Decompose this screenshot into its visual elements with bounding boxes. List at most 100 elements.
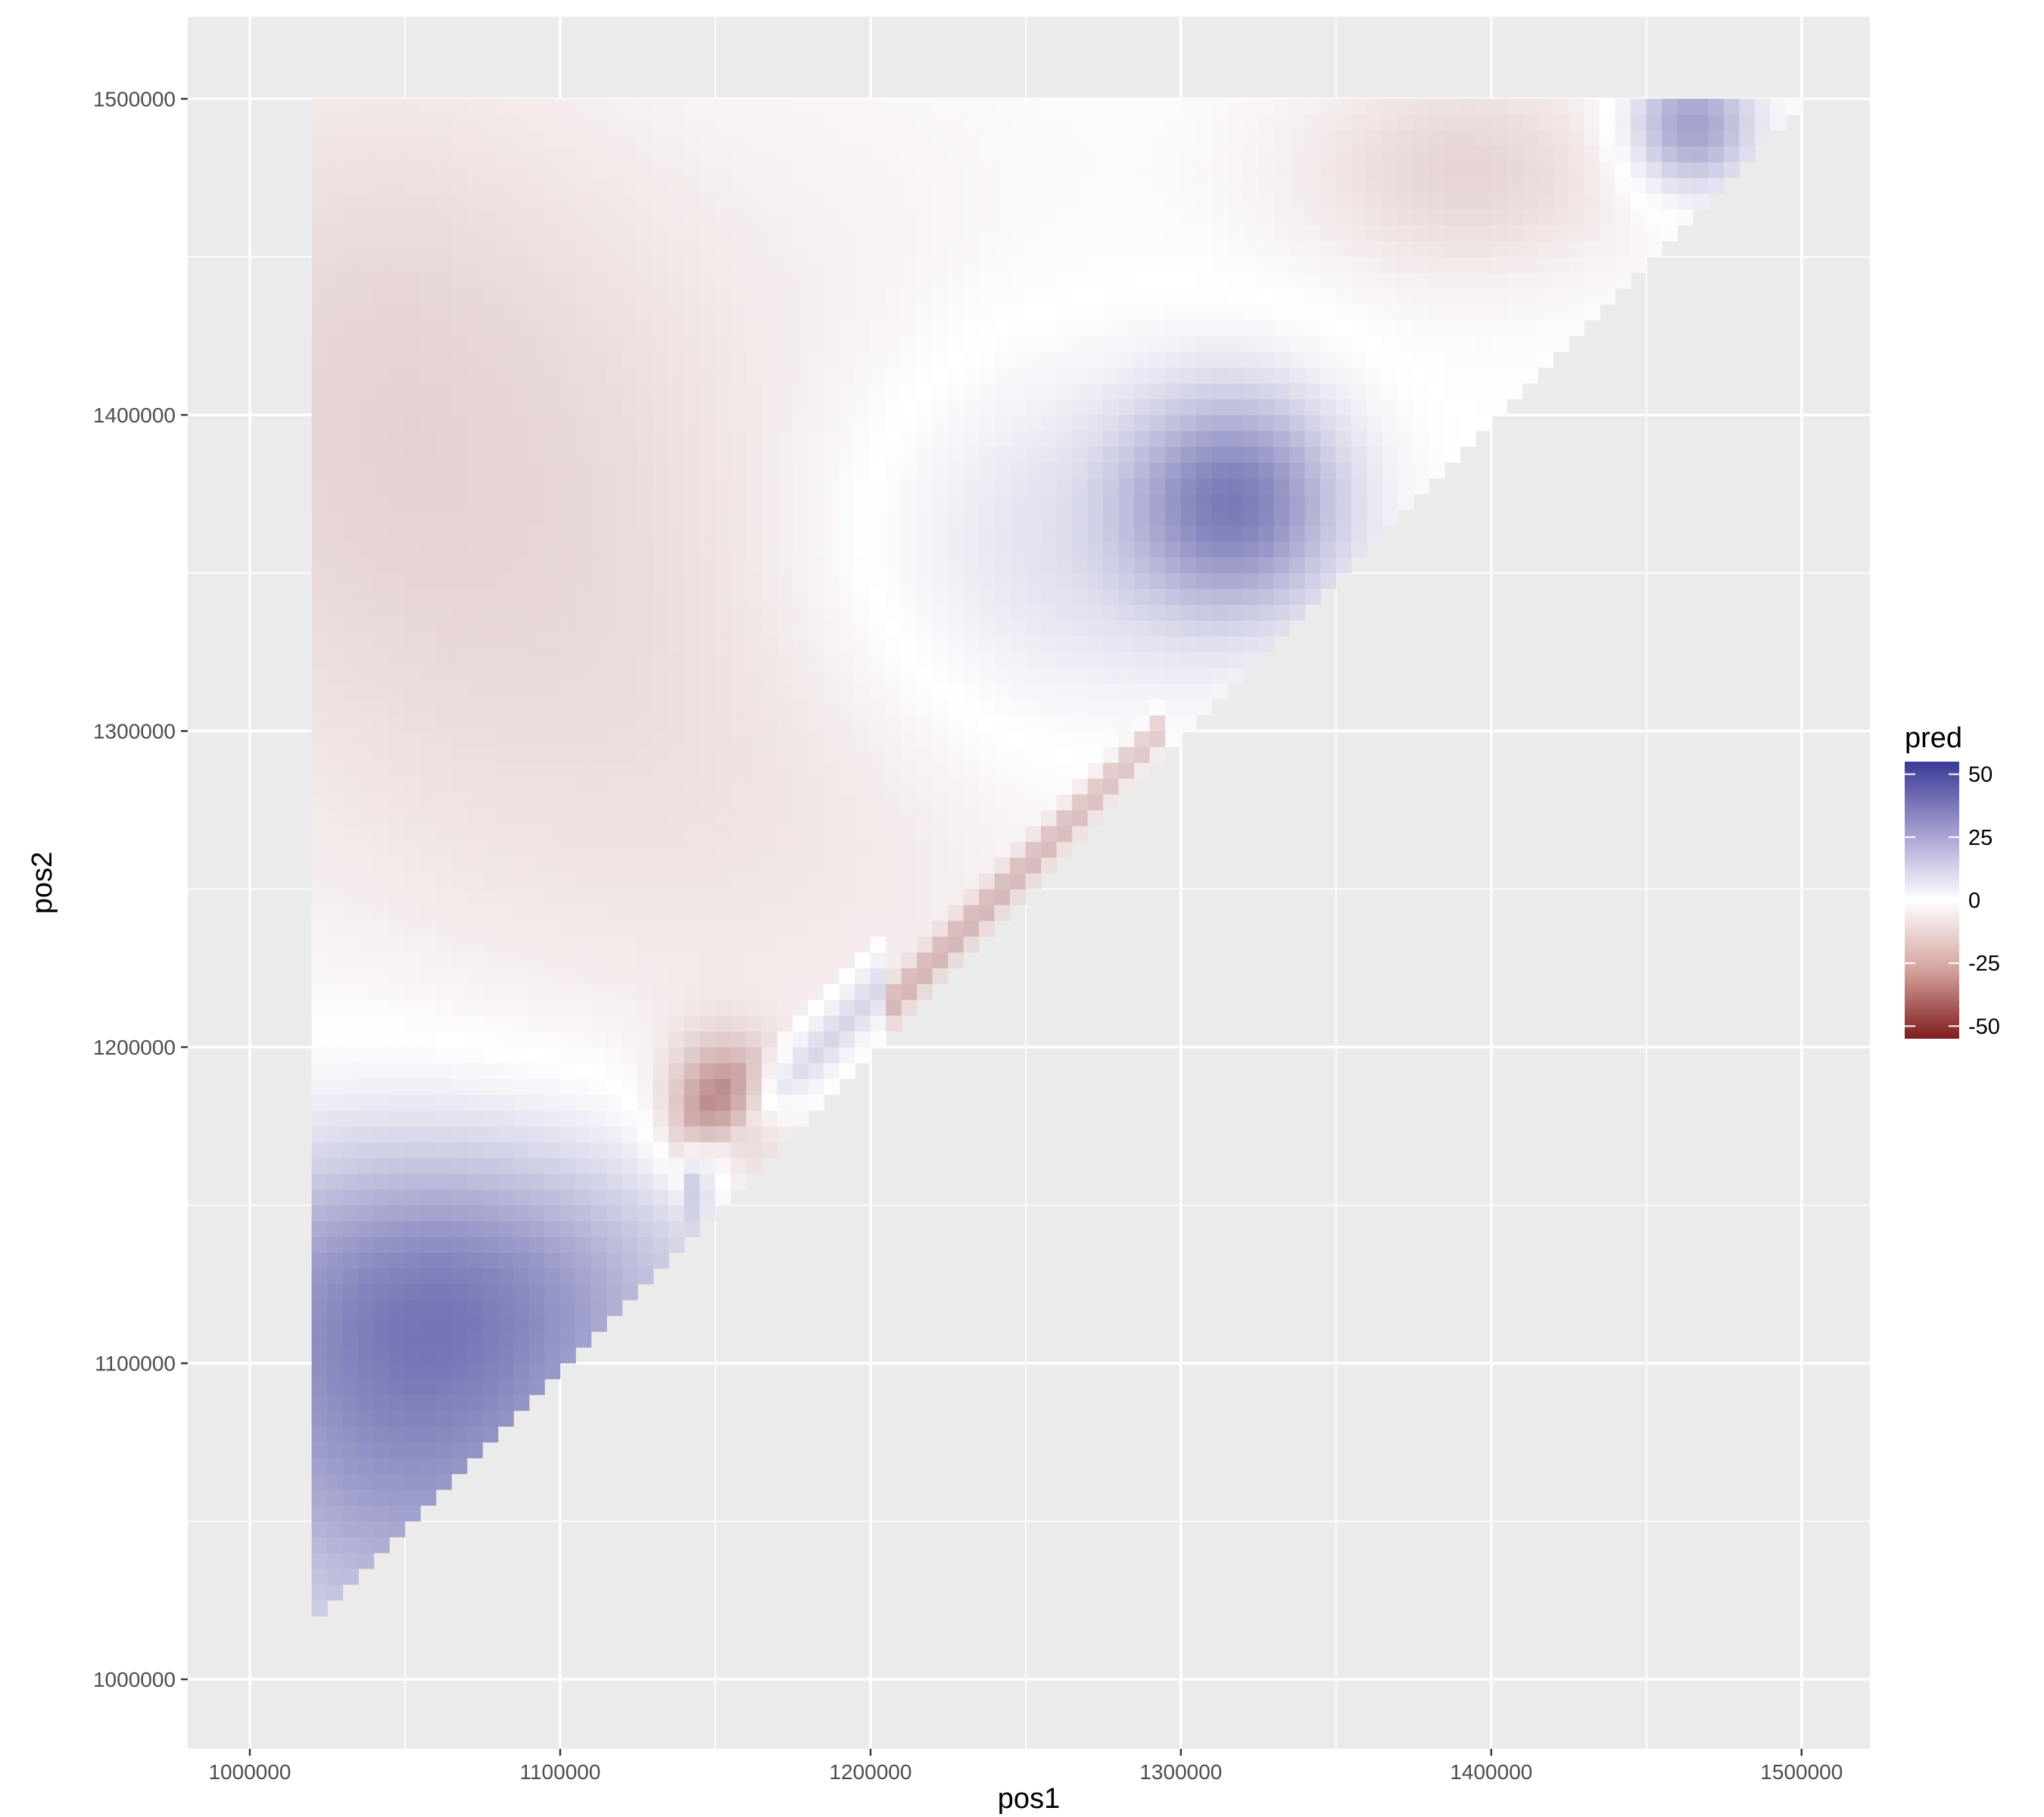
heatmap-cell [684, 1015, 700, 1032]
heatmap-cell [1507, 130, 1523, 147]
heatmap-cell [1056, 683, 1073, 700]
heatmap-cell [1258, 525, 1275, 542]
heatmap-cell [932, 857, 949, 874]
heatmap-cell [1662, 177, 1678, 195]
heatmap-cell [994, 335, 1011, 352]
heatmap-cell [482, 904, 499, 921]
heatmap-cell [1491, 367, 1507, 384]
heatmap-cell [528, 446, 545, 463]
heatmap-cell [435, 904, 452, 921]
heatmap-cell [389, 1252, 406, 1269]
heatmap-cell [839, 367, 855, 384]
heatmap-cell [373, 699, 390, 716]
heatmap-cell [575, 1252, 592, 1269]
heatmap-cell [855, 430, 871, 447]
heatmap-cell [684, 920, 700, 937]
heatmap-cell [653, 130, 669, 147]
heatmap-cell [1475, 288, 1492, 305]
heatmap-cell [544, 1189, 561, 1206]
heatmap-cell [1351, 257, 1368, 273]
heatmap-cell [637, 398, 654, 416]
heatmap-cell [886, 809, 902, 827]
heatmap-cell [1118, 683, 1135, 700]
heatmap-cell [1507, 272, 1523, 289]
heatmap-cell [917, 241, 933, 257]
heatmap-cell [466, 1220, 483, 1237]
heatmap-cell [575, 145, 592, 163]
heatmap-cell [653, 904, 669, 921]
heatmap-cell [404, 1142, 421, 1158]
heatmap-cell [1460, 430, 1476, 447]
heatmap-cell [1118, 746, 1135, 763]
heatmap-cell [855, 225, 871, 242]
heatmap-cell [513, 1252, 530, 1269]
heatmap-cell [497, 1205, 514, 1222]
heatmap-cell [1273, 604, 1290, 621]
heatmap-cell [1429, 319, 1445, 336]
heatmap-cell [606, 857, 623, 874]
heatmap-cell [901, 145, 918, 163]
heatmap-cell [870, 525, 886, 542]
heatmap-cell [311, 983, 328, 1000]
heatmap-cell [327, 825, 344, 843]
heatmap-cell [824, 715, 840, 731]
heatmap-cell [1211, 604, 1228, 621]
heatmap-cell [528, 525, 545, 542]
heatmap-cell [435, 604, 452, 621]
heatmap-cell [746, 241, 762, 257]
heatmap-cell [746, 161, 762, 179]
heatmap-cell [917, 478, 933, 494]
heatmap-cell [622, 778, 638, 795]
heatmap-cell [435, 1299, 452, 1317]
heatmap-cell [886, 857, 902, 874]
heatmap-cell [1413, 177, 1430, 195]
heatmap-cell [1538, 241, 1554, 257]
heatmap-cell [451, 193, 468, 210]
heatmap-cell [1584, 130, 1600, 147]
heatmap-cell [358, 241, 375, 257]
heatmap-cell [513, 1331, 530, 1348]
heatmap-cell [1242, 478, 1259, 494]
heatmap-cell [762, 510, 778, 526]
heatmap-cell [451, 556, 468, 574]
heatmap-cell [389, 793, 406, 811]
heatmap-cell [746, 383, 762, 400]
heatmap-cell [1165, 462, 1182, 478]
heatmap-cell [777, 825, 793, 843]
heatmap-cell [1366, 383, 1383, 400]
heatmap-cell [684, 636, 700, 653]
heatmap-cell [1072, 225, 1089, 242]
heatmap-cell [1335, 541, 1352, 558]
heatmap-cell [528, 398, 545, 416]
heatmap-cell [327, 541, 344, 558]
heatmap-cell [528, 1110, 545, 1127]
heatmap-cell [839, 288, 855, 305]
heatmap-cell [886, 778, 902, 795]
heatmap-cell [451, 1252, 468, 1269]
heatmap-cell [528, 130, 545, 147]
heatmap-cell [1227, 478, 1244, 494]
heatmap-cell [544, 1252, 561, 1269]
heatmap-cell [1134, 257, 1151, 273]
heatmap-cell [839, 177, 855, 195]
heatmap-cell [451, 398, 468, 416]
heatmap-cell [746, 510, 762, 526]
heatmap-cell [824, 873, 840, 890]
heatmap-cell [575, 446, 592, 463]
heatmap-cell [668, 699, 685, 716]
heatmap-cell [1149, 541, 1166, 558]
heatmap-cell [466, 161, 483, 179]
heatmap-cell [777, 145, 793, 163]
heatmap-cell [451, 145, 468, 163]
heatmap-cell [404, 257, 421, 273]
heatmap-cell [1041, 667, 1058, 684]
heatmap-cell [559, 1283, 576, 1301]
heatmap-cell [1025, 620, 1042, 637]
heatmap-cell [590, 319, 607, 336]
heatmap-cell [855, 604, 871, 621]
heatmap-cell [528, 1126, 545, 1142]
heatmap-cell [870, 651, 886, 669]
heatmap-cell [963, 809, 980, 827]
heatmap-cell [528, 383, 545, 400]
heatmap-cell [342, 667, 359, 684]
